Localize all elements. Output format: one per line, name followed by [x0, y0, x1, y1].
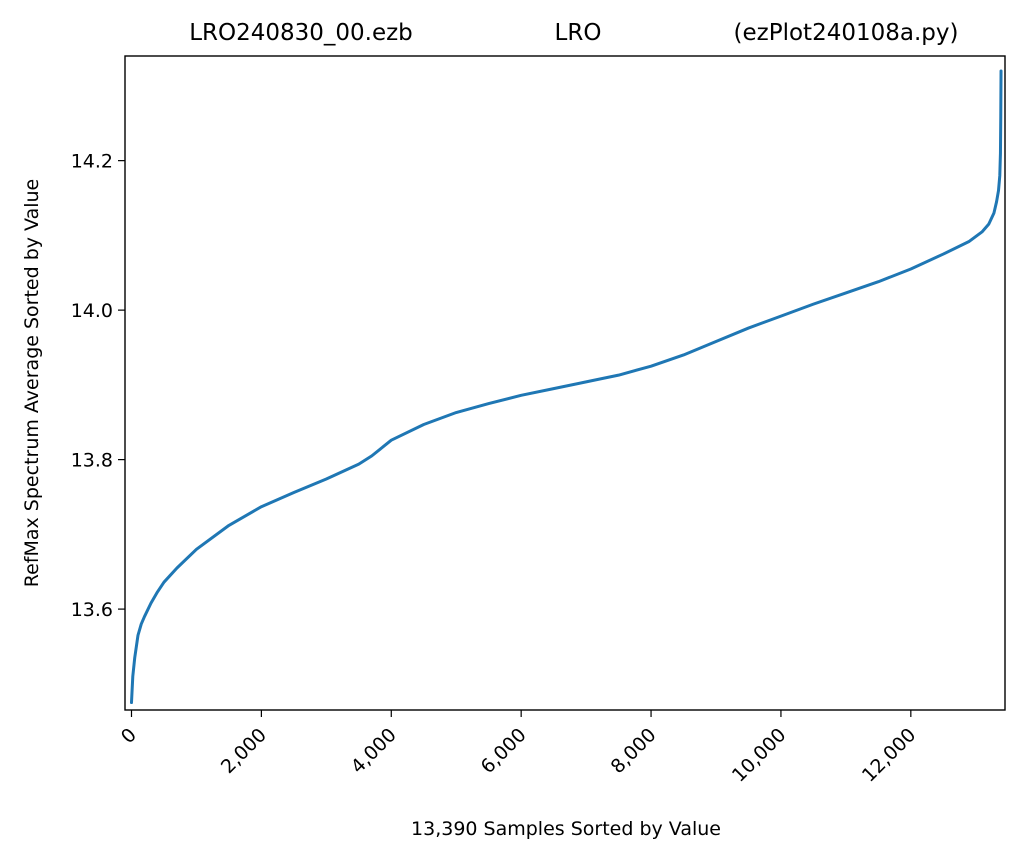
chart-title: LRO240830_00.ezb LRO (ezPlot240108a.py)	[189, 20, 958, 46]
plot-area	[125, 56, 1005, 710]
x-axis-label: 13,390 Samples Sorted by Value	[411, 818, 721, 840]
y-tick-label: 13.6	[71, 599, 113, 621]
y-tick-label: 14.0	[71, 300, 113, 322]
title-left: LRO240830_00.ezb	[189, 20, 413, 46]
y-tick-label: 14.2	[71, 151, 113, 173]
x-tick-label: 0	[117, 724, 141, 748]
title-center: LRO	[555, 20, 602, 46]
x-tick-label: 8,000	[607, 724, 661, 778]
y-axis-label: RefMax Spectrum Average Sorted by Value	[21, 179, 43, 587]
x-tick-label: 12,000	[858, 724, 921, 787]
x-axis-ticks: 0 2,000 4,000 6,000 8,000 10,000 12,000	[117, 710, 920, 787]
y-axis-ticks: 13.6 13.8 14.0 14.2	[71, 151, 125, 621]
x-tick-label: 6,000	[477, 724, 531, 778]
title-right: (ezPlot240108a.py)	[734, 20, 959, 46]
x-tick-label: 2,000	[217, 724, 271, 778]
x-tick-label: 10,000	[728, 724, 791, 787]
x-tick-label: 4,000	[347, 724, 401, 778]
y-tick-label: 13.8	[71, 450, 113, 472]
